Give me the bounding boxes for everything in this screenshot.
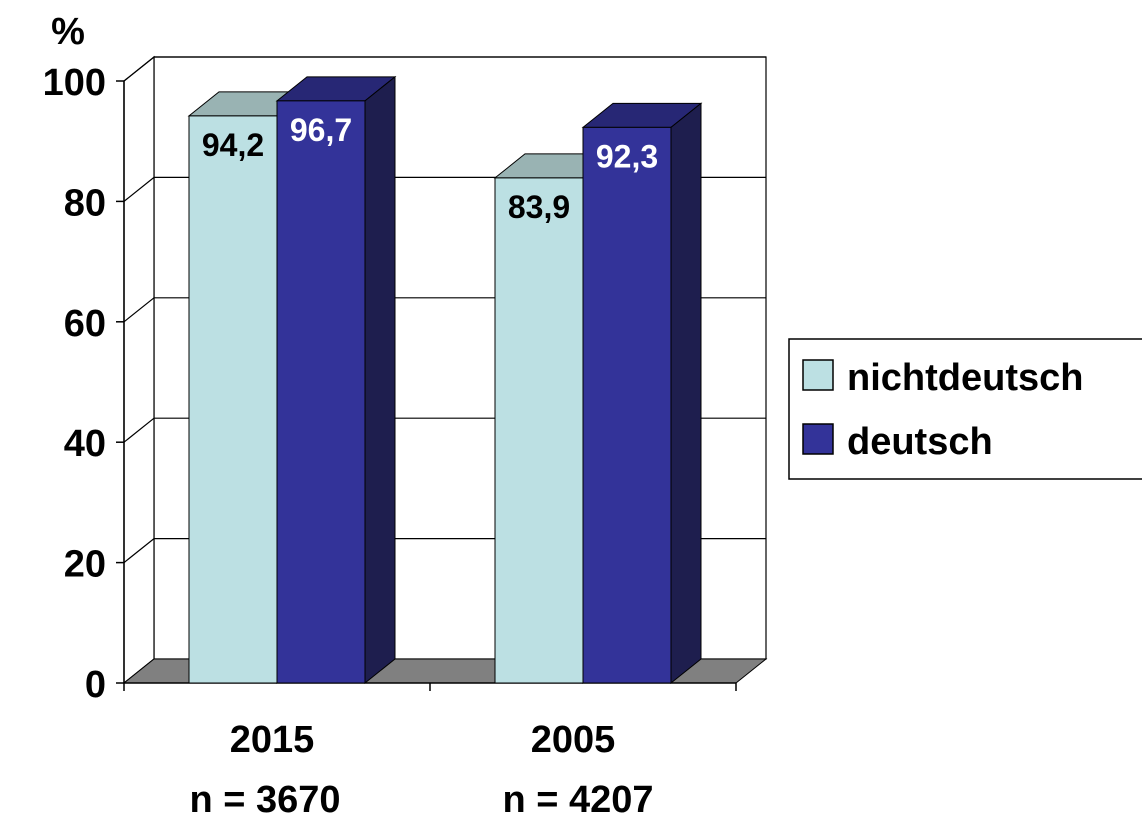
y-axis-label: % [51,11,85,53]
x-tick-label: 2005 [531,719,616,761]
bar-value-label: 94,2 [202,127,264,163]
x-tick-sublabel: n = 4207 [502,779,653,820]
labels: 0 20 40 60 80 100% 94,2 96,7 2015 n = 3670 83,9 92,… [43,11,659,820]
legend-label: deutsch [847,421,993,463]
y-tick-label: 80 [64,182,106,224]
bar-value-label: 83,9 [508,189,570,225]
bar-side [364,75,396,685]
bar-value-label: 92,3 [596,138,658,174]
bar-front [188,115,278,684]
legend-box [788,338,1142,480]
side-wall [123,55,155,685]
legend: nichtdeutsch deutsch [788,338,1142,480]
bar-front [494,177,584,684]
y-tick-label: 60 [64,303,106,345]
x-tick-sublabel: n = 3670 [189,779,340,820]
bar-side [670,102,702,685]
gridline [123,56,766,82]
legend-swatch [802,359,834,391]
bar-value-label: 96,7 [290,112,352,148]
legend-label: nichtdeutsch [847,357,1083,399]
y-tick-label: 20 [64,544,106,586]
y-tick-label: 0 [85,664,106,706]
legend-swatch [802,423,834,455]
x-tick-label: 2015 [230,719,315,761]
bar-front [582,126,672,684]
bar-front [276,100,366,684]
y-tick-label: 100 [43,62,106,104]
bar-deutsch-2015 [275,75,397,685]
bars [187,75,703,685]
bar-deutsch-2005 [581,102,703,685]
y-tick-label: 40 [64,423,106,465]
